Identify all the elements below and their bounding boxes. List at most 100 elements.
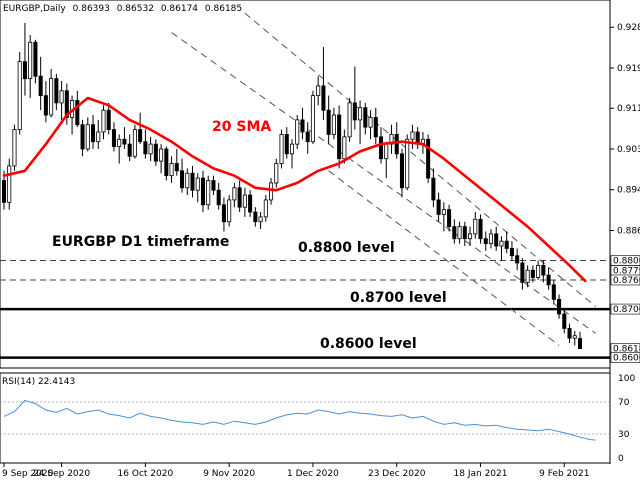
candle-body [111,129,116,147]
level-tag-label: 0.88000 [613,257,640,267]
candle-body [248,194,253,213]
level-tag-box [610,274,640,286]
candle-82 [431,168,436,208]
candle-body [174,163,179,172]
candle-2 [12,124,17,171]
candle-32 [169,156,174,183]
candle-body [551,284,556,300]
candle-body [1,180,7,203]
candle-83 [436,192,441,222]
candle-106 [557,294,562,319]
candle-79 [415,127,420,149]
candle-91 [478,214,483,244]
sma-label: 20 SMA [212,119,271,135]
candle-56 [295,115,300,149]
rsi-panel-frame [0,372,611,464]
level-tag-label: 0.87600 [613,276,640,286]
rsi-label: RSI(14) 22.4143 [2,377,75,387]
candle-body [59,90,64,104]
candle-88 [462,221,467,246]
channel-line-2 [328,170,560,346]
candle-body [122,138,127,145]
candle-96 [504,231,509,254]
candle-body [384,143,389,160]
candle-body [405,138,410,189]
candle-28 [148,136,153,162]
candle-body [17,61,22,130]
channel-lines [171,12,597,346]
level-tag-label: 0.86185 [613,345,640,355]
rsi-group: 100 70 30 0 [0,374,635,464]
candle-body [227,199,232,223]
candle-body [488,233,494,244]
candle-body [127,143,132,157]
level-0860-label: 0.8600 level [320,336,417,352]
candle-90 [473,212,478,239]
candle-69 [363,102,368,135]
candle-27 [143,129,148,159]
candle-body [117,138,122,147]
candle-body [185,172,190,189]
candle-body [363,107,368,128]
candle-60 [316,76,321,106]
candle-body [509,248,514,257]
candle-body [520,262,525,283]
candle-body [143,141,148,155]
candle-95 [499,236,504,261]
candle-87 [457,221,462,244]
candle-78 [410,124,415,149]
candle-body [164,148,169,177]
candle-73 [384,141,389,179]
candle-93 [488,229,494,249]
candle-body [394,134,399,155]
candle-body [200,177,206,206]
price-panel-frame [0,0,611,369]
candle-50 [263,195,268,222]
level-tag-label: 0.87790 [613,267,640,277]
candle-53 [279,129,284,169]
candle-70 [368,110,373,140]
x-tick-label: 18 Jan 2021 [454,469,508,479]
candle-body [295,119,300,145]
candle-94 [494,226,499,251]
candle-16 [85,117,90,152]
candle-body [96,131,101,143]
candle-100 [525,265,530,288]
candle-37 [195,173,200,203]
candle-75 [394,122,399,159]
candle-85 [447,204,452,232]
rsi-tick-label: 100 [618,374,635,384]
candle-body [253,211,258,223]
candle-55 [289,139,295,169]
candle-65 [342,129,347,164]
candle-body [525,269,530,283]
candle-body [447,209,452,227]
candle-body [284,134,289,155]
x-tick-label: 9 Nov 2020 [203,469,255,479]
candle-18 [96,119,101,149]
candle-51 [269,178,274,205]
candle-76 [399,148,404,198]
candle-19 [101,105,106,140]
candle-body [85,124,90,150]
candle-10 [54,73,59,111]
candle-74 [389,124,394,154]
candle-23 [122,127,127,149]
level-0880-label: 0.8800 level [298,240,395,256]
rsi-tick-label: 0 [618,454,624,464]
candle-30 [159,144,164,174]
candle-body [169,163,174,177]
candle-body [242,194,247,208]
candle-body [436,199,441,215]
candle-body [90,124,96,143]
candle-body [7,165,12,203]
candle-13 [70,95,75,135]
candle-body [399,153,404,189]
candle-body [410,131,415,140]
candle-body [195,177,200,191]
candle-body [468,233,473,240]
candle-body [378,136,384,160]
candle-26 [138,112,143,145]
candle-body [232,187,237,201]
